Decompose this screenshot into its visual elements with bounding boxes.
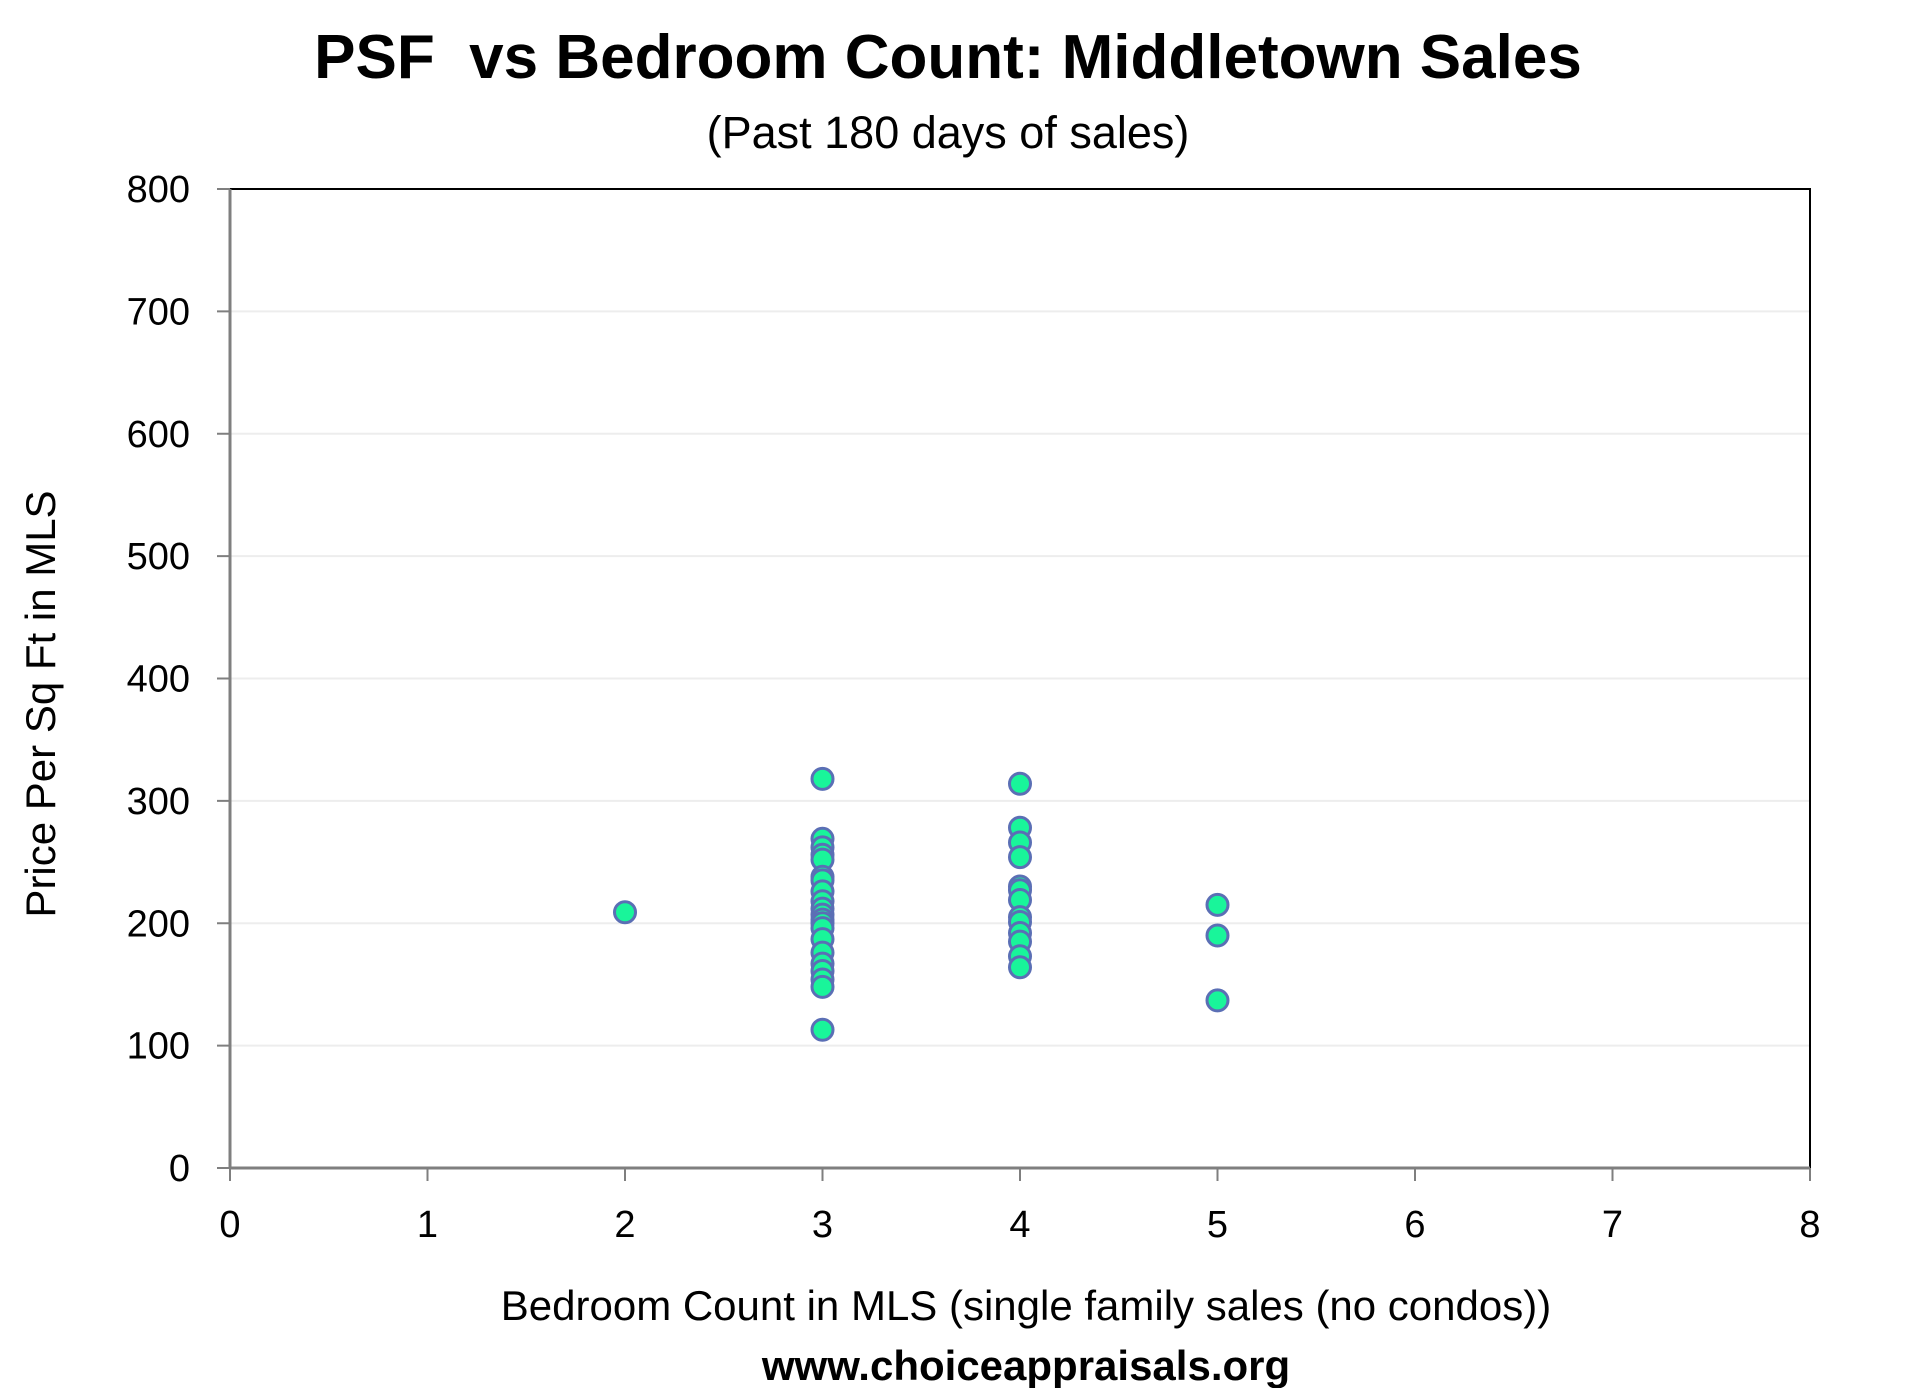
y-tick-label: 800: [127, 169, 190, 211]
y-tick-label: 700: [127, 291, 190, 333]
y-axis: 0 100 200 300 400 500 600 700 800: [127, 169, 232, 1190]
website-footer: www.choiceappraisals.org: [761, 1342, 1290, 1388]
data-point: [810, 766, 835, 791]
y-tick-label: 100: [127, 1026, 190, 1068]
y-tick-label: 300: [127, 781, 190, 823]
x-tick-label: 0: [219, 1204, 240, 1246]
x-tick-label: 2: [614, 1204, 635, 1246]
data-point: [810, 974, 835, 999]
x-tick-label: 8: [1799, 1204, 1820, 1246]
y-tick-label: 0: [169, 1148, 190, 1190]
data-point: [613, 900, 637, 925]
data-point: [1008, 955, 1032, 980]
data-point: [1205, 892, 1230, 917]
y-tick-label: 200: [127, 903, 190, 945]
x-tick-label: 7: [1602, 1204, 1623, 1246]
x-axis: 0 1 2 3 4 5 6 7 8: [219, 1166, 1821, 1246]
x-tick-label: 4: [1009, 1204, 1030, 1246]
x-tick-label: 3: [812, 1204, 833, 1246]
data-points: [613, 766, 1230, 1042]
data-point: [1205, 988, 1230, 1013]
data-point: [1008, 771, 1032, 796]
x-tick-label: 1: [417, 1204, 438, 1246]
data-point: [1008, 845, 1032, 870]
x-tick-label: 6: [1404, 1204, 1425, 1246]
data-point: [810, 1017, 835, 1042]
y-tick-label: 400: [127, 659, 190, 701]
x-axis-label: Bedroom Count in MLS (single family sale…: [501, 1282, 1551, 1329]
y-tick-label: 500: [127, 536, 190, 578]
chart-subtitle: (Past 180 days of sales): [707, 107, 1190, 158]
gridlines: [230, 310, 1810, 1047]
data-point: [1205, 923, 1230, 948]
y-axis-label: Price Per Sq Ft in MLS: [17, 490, 64, 917]
x-tick-label: 5: [1207, 1204, 1228, 1246]
y-tick-label: 600: [127, 414, 190, 456]
chart-title: PSF vs Bedroom Count: Middletown Sales: [314, 23, 1582, 92]
